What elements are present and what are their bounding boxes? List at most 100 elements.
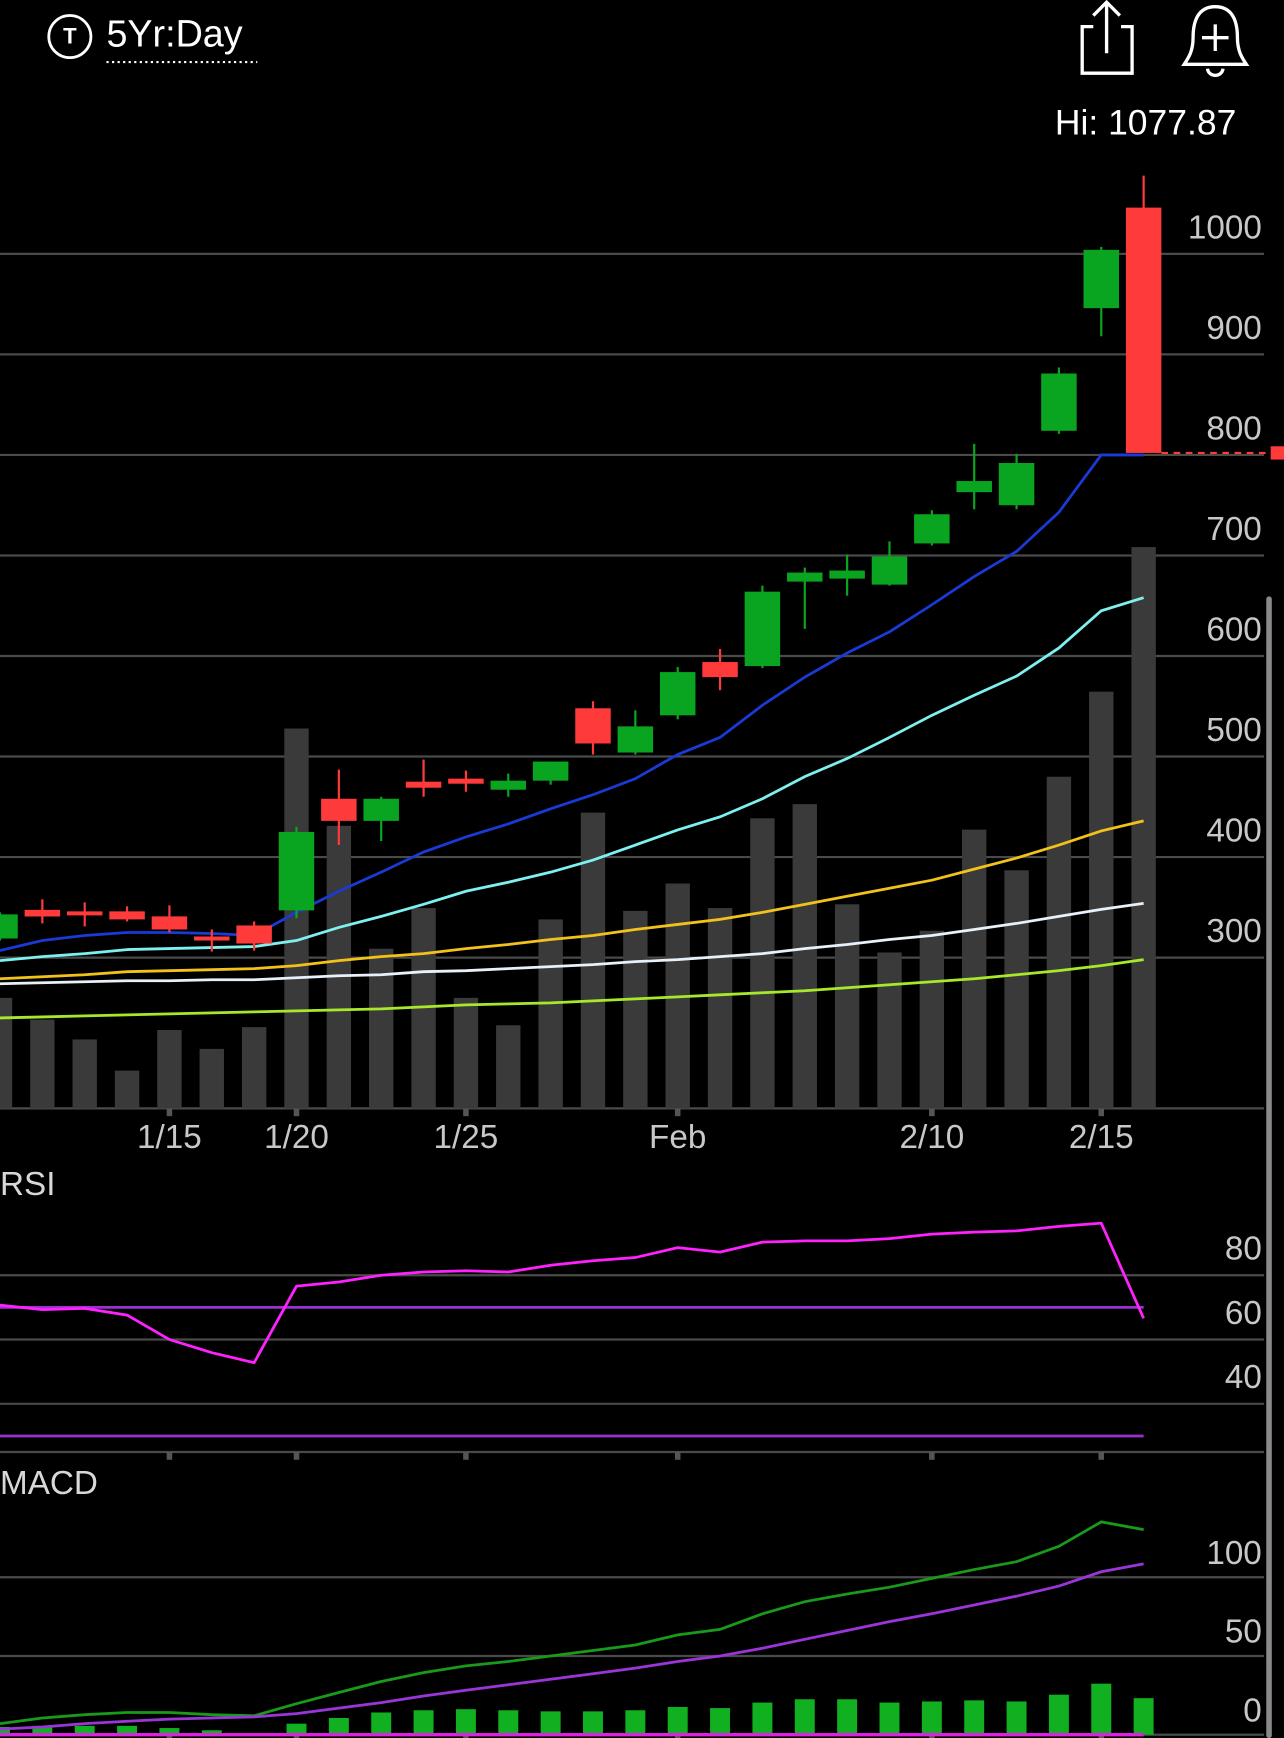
y-tick-label: 900 bbox=[1206, 310, 1261, 347]
volume-bar bbox=[326, 825, 352, 1109]
histogram-bar bbox=[371, 1712, 392, 1735]
x-tick-label: 2/15 bbox=[1069, 1119, 1134, 1156]
x-tick-label: 1/15 bbox=[137, 1119, 202, 1156]
x-tick-label: 2/10 bbox=[899, 1119, 964, 1156]
volume-bar bbox=[707, 908, 733, 1109]
histogram-bar bbox=[879, 1702, 900, 1735]
volume-bar bbox=[834, 904, 860, 1109]
share-button[interactable] bbox=[1080, 0, 1134, 75]
histogram-bar bbox=[625, 1710, 646, 1735]
volume-bar bbox=[1046, 776, 1072, 1109]
share-arrow bbox=[1092, 0, 1122, 54]
share-box bbox=[1080, 24, 1134, 75]
histogram-bar bbox=[32, 1725, 53, 1735]
histogram-bar bbox=[964, 1700, 985, 1735]
y-tick-label: 700 bbox=[1206, 511, 1261, 548]
volume-bar bbox=[750, 818, 775, 1109]
candle-body bbox=[914, 514, 950, 544]
histogram-bar bbox=[0, 1726, 10, 1735]
histogram-bar bbox=[328, 1717, 349, 1735]
candle-body bbox=[1041, 373, 1077, 431]
candle-body bbox=[24, 909, 61, 917]
y-tick-label: 50 bbox=[1225, 1614, 1262, 1651]
histogram-bar bbox=[74, 1725, 95, 1735]
histogram-bar bbox=[794, 1699, 815, 1735]
bell-plus bbox=[1201, 24, 1229, 51]
histogram-bar bbox=[752, 1702, 773, 1735]
line-series bbox=[0, 958, 1144, 1020]
histogram-bar bbox=[540, 1711, 561, 1735]
y-tick-label: 80 bbox=[1225, 1231, 1262, 1268]
histogram-bar bbox=[286, 1723, 307, 1735]
histogram-bar bbox=[498, 1710, 519, 1735]
histogram-bar bbox=[1133, 1698, 1154, 1735]
high-label: Hi: 1077.87 bbox=[1055, 103, 1236, 143]
y-tick-label: 400 bbox=[1206, 812, 1261, 849]
candle-body bbox=[659, 672, 696, 716]
histogram-bar bbox=[667, 1706, 688, 1735]
volume-bar bbox=[0, 997, 13, 1109]
y-tick-label: 600 bbox=[1206, 611, 1261, 648]
candle-body bbox=[1125, 207, 1162, 453]
x-tick-label: 1/20 bbox=[264, 1119, 329, 1156]
panel-title: MACD bbox=[0, 1465, 98, 1502]
line-series bbox=[0, 1221, 1145, 1365]
volume-bar bbox=[369, 948, 394, 1109]
y-tick-label: 0 bbox=[1243, 1692, 1262, 1729]
histogram-bar bbox=[1091, 1683, 1112, 1735]
candle-body bbox=[532, 761, 569, 781]
volume-bar bbox=[114, 1070, 140, 1109]
histogram-bar bbox=[455, 1709, 476, 1735]
timeframe[interactable]: 5Yr:Day bbox=[106, 13, 242, 55]
candle-body bbox=[998, 462, 1035, 506]
histogram-bar bbox=[1048, 1694, 1069, 1735]
candle-body bbox=[278, 831, 315, 911]
volume-bar bbox=[623, 910, 648, 1109]
bell-clapper bbox=[1205, 68, 1225, 78]
volume-bar bbox=[1004, 870, 1029, 1109]
candle-body bbox=[744, 591, 781, 667]
histogram-bar bbox=[117, 1725, 138, 1735]
candle-body bbox=[1083, 249, 1120, 309]
x-tick-label: Feb bbox=[649, 1119, 706, 1156]
y-tick-label: 300 bbox=[1206, 913, 1261, 950]
y-tick-label: 500 bbox=[1206, 712, 1261, 749]
histogram-bar bbox=[837, 1699, 858, 1735]
volume-bar bbox=[284, 728, 309, 1109]
histogram-bar bbox=[201, 1730, 222, 1735]
y-tick-label: 1000 bbox=[1188, 209, 1262, 246]
scrollbar[interactable] bbox=[1266, 596, 1272, 1738]
volume-bar bbox=[496, 1025, 521, 1109]
candle-body bbox=[109, 911, 145, 920]
volume-bar bbox=[72, 1039, 97, 1109]
line-series bbox=[0, 1520, 1144, 1726]
bell bbox=[1181, 4, 1250, 66]
candle-body bbox=[787, 572, 823, 582]
volume-bar bbox=[199, 1048, 224, 1109]
x-tick-label: 1/25 bbox=[434, 1119, 499, 1156]
volume-bar bbox=[792, 804, 817, 1109]
y-tick-label: 40 bbox=[1225, 1359, 1262, 1396]
y-tick-label: 60 bbox=[1225, 1295, 1262, 1332]
candle-body bbox=[956, 481, 992, 493]
symbol-icon-letter: T bbox=[63, 24, 77, 49]
volume-bar bbox=[157, 1029, 182, 1109]
y-tick-label: 800 bbox=[1206, 410, 1261, 447]
candle-body bbox=[405, 781, 442, 788]
candle-body bbox=[575, 708, 611, 744]
candle-body bbox=[490, 780, 527, 790]
volume-bar bbox=[1089, 691, 1114, 1109]
histogram-bar bbox=[413, 1710, 434, 1735]
histogram-bar bbox=[583, 1711, 603, 1735]
candle-body bbox=[194, 936, 230, 941]
histogram-bar bbox=[1006, 1701, 1027, 1735]
candle-body bbox=[66, 911, 103, 916]
volume-bar bbox=[30, 1019, 55, 1109]
line-series bbox=[0, 1562, 1144, 1731]
line-series bbox=[0, 453, 1144, 952]
symbol-icon[interactable] bbox=[47, 14, 93, 60]
candle-body bbox=[448, 778, 484, 784]
alert-button[interactable] bbox=[1181, 4, 1250, 78]
candle-body bbox=[0, 914, 18, 939]
